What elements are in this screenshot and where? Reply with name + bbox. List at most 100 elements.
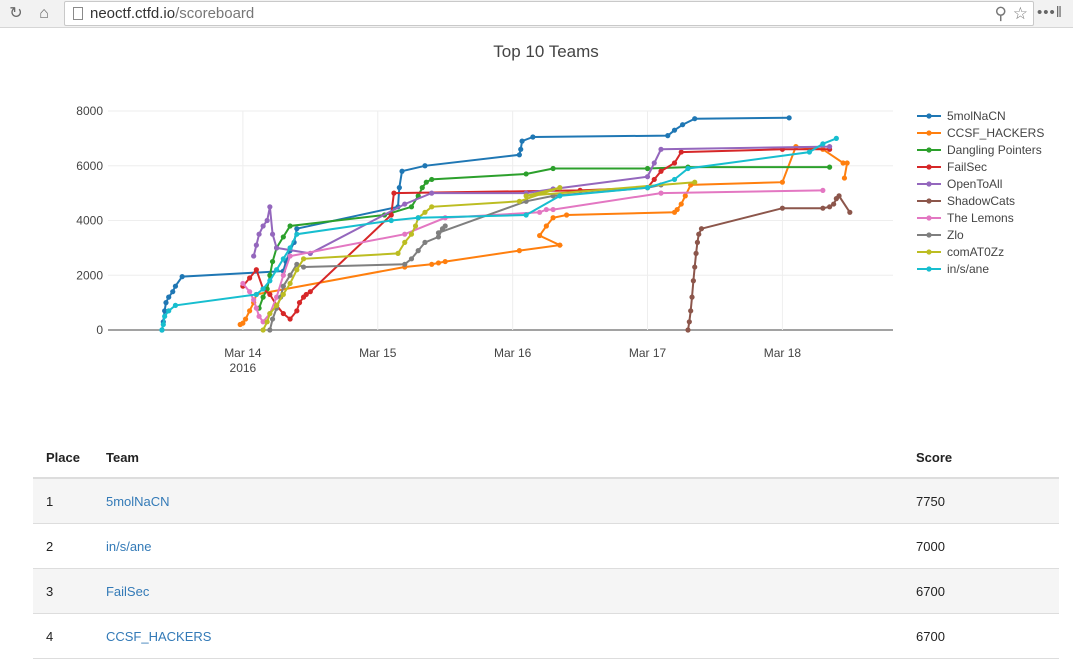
data-point	[260, 319, 266, 325]
data-point	[287, 316, 293, 322]
data-point	[550, 215, 556, 221]
legend-marker	[926, 249, 932, 255]
data-point	[820, 205, 826, 211]
data-point	[422, 209, 428, 215]
data-point	[242, 316, 249, 322]
data-point	[162, 308, 168, 314]
data-point	[658, 168, 664, 174]
data-point	[170, 289, 176, 295]
series-line	[239, 145, 849, 326]
data-point	[287, 223, 293, 229]
data-point	[247, 289, 253, 295]
data-point	[779, 205, 785, 211]
data-point	[402, 201, 408, 207]
menu-dots-icon[interactable]: •••‖	[1037, 4, 1063, 21]
data-point	[847, 209, 853, 215]
data-point	[671, 160, 678, 166]
data-point	[519, 138, 525, 144]
data-point	[402, 261, 408, 267]
data-point	[256, 313, 262, 319]
row-score: 7000	[903, 523, 1059, 569]
x-tick-label: Mar 15	[359, 346, 397, 360]
data-point	[678, 201, 684, 207]
data-point	[422, 163, 428, 169]
data-point	[280, 272, 286, 278]
address-bar[interactable]: neoctf.ctfd.io/scoreboard ⚲ ☆	[64, 1, 1034, 26]
row-score: 7750	[903, 478, 1059, 524]
legend-item[interactable]: CCSF_HACKERS	[917, 126, 1044, 140]
legend-item[interactable]: in/s/ane	[917, 262, 989, 276]
data-point	[294, 261, 300, 267]
data-point	[671, 176, 678, 183]
data-point	[287, 272, 293, 278]
scoreboard-table: Place Team Score 1 5molNaCN 7750 2 in/s/…	[33, 437, 1059, 659]
data-point	[240, 320, 246, 326]
data-point	[296, 300, 303, 306]
data-point	[294, 267, 300, 273]
team-link[interactable]: CCSF_HACKERS	[105, 628, 212, 644]
data-point	[264, 217, 270, 224]
data-point	[820, 141, 826, 147]
url-text[interactable]: neoctf.ctfd.io/scoreboard	[90, 5, 254, 22]
team-link[interactable]: in/s/ane	[105, 538, 152, 554]
team-link[interactable]: FailSec	[105, 583, 150, 599]
legend-item[interactable]: The Lemons	[917, 211, 1014, 225]
series-lines	[159, 115, 853, 333]
y-tick-label: 8000	[76, 104, 103, 118]
data-point	[253, 291, 259, 298]
data-point	[686, 319, 692, 325]
data-point	[294, 308, 300, 314]
data-point	[251, 253, 257, 259]
data-point	[422, 239, 428, 245]
x-tick-year: 2016	[230, 361, 257, 375]
series-ccsf-hackers	[237, 143, 850, 328]
team-link[interactable]: 5molNaCN	[105, 493, 170, 509]
legend-item[interactable]: OpenToAll	[917, 177, 1002, 191]
data-point	[429, 261, 435, 267]
data-point	[303, 291, 309, 298]
chart-legend[interactable]: 5molNaCN CCSF_HACKERS Dangling Pointers Fai…	[917, 109, 1044, 276]
legend-item[interactable]: Dangling Pointers	[917, 143, 1042, 157]
data-point	[247, 308, 253, 314]
data-point	[674, 206, 680, 213]
data-point	[264, 319, 270, 325]
data-point	[253, 267, 259, 273]
x-tick-label: Mar 16	[494, 346, 532, 360]
legend-label: Zlo	[947, 228, 964, 242]
data-point	[260, 327, 266, 333]
legend-item[interactable]: Zlo	[917, 228, 964, 242]
legend-marker	[926, 113, 932, 119]
reload-icon[interactable]: ↻	[9, 5, 23, 22]
table-row: 4 CCSF_HACKERS 6700	[33, 613, 1059, 659]
data-point	[806, 149, 812, 155]
data-point	[388, 212, 394, 218]
star-icon[interactable]: ☆	[1012, 4, 1028, 23]
legend-item[interactable]: FailSec	[917, 160, 987, 174]
data-point	[827, 204, 833, 210]
data-point	[827, 143, 833, 150]
data-point	[831, 201, 837, 207]
page-icon	[73, 7, 83, 20]
data-point	[273, 294, 280, 300]
legend-marker	[926, 232, 932, 238]
data-point	[396, 185, 402, 191]
data-point	[435, 260, 442, 266]
legend-item[interactable]: 5molNaCN	[917, 109, 1006, 123]
data-point	[696, 231, 702, 237]
data-point	[692, 116, 698, 122]
data-point	[294, 231, 300, 237]
legend-item[interactable]: ShadowCats	[917, 194, 1015, 208]
legend-item[interactable]: comAT0Zz	[917, 245, 1004, 259]
data-point	[280, 283, 286, 289]
row-place: 3	[33, 568, 93, 614]
series-failsec	[240, 146, 833, 322]
legend-label: CCSF_HACKERS	[947, 126, 1044, 140]
data-point	[159, 327, 165, 333]
data-point	[269, 231, 276, 237]
legend-label: comAT0Zz	[947, 245, 1004, 259]
search-icon[interactable]: ⚲	[994, 4, 1007, 23]
legend-label: ShadowCats	[947, 194, 1015, 208]
home-icon[interactable]: ⌂	[39, 5, 49, 22]
data-point	[267, 310, 273, 317]
data-point	[273, 302, 280, 308]
